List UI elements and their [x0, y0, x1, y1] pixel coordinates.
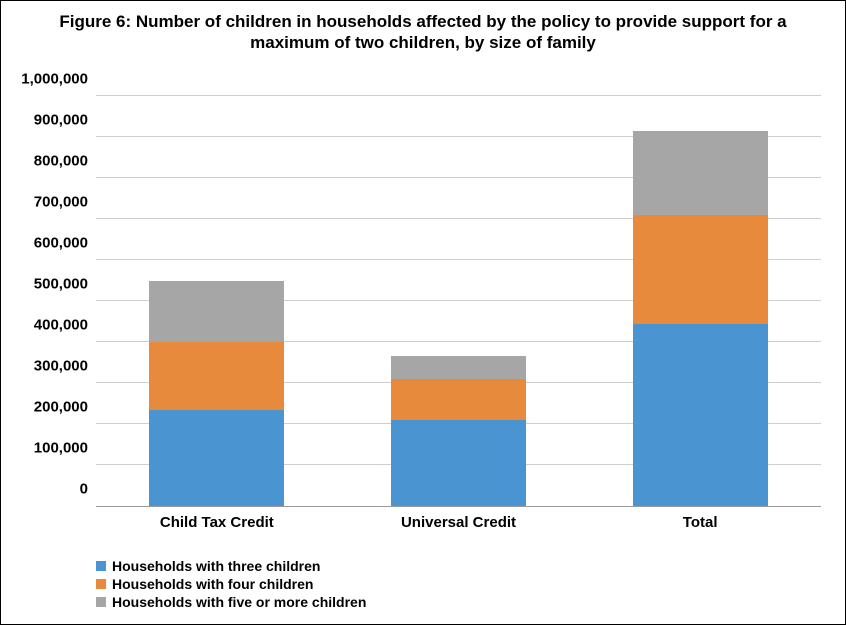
legend-item: Households with four children [96, 576, 366, 592]
bar-segment [633, 215, 768, 324]
x-category-label: Universal Credit [401, 506, 516, 531]
x-category-label: Child Tax Credit [160, 506, 274, 531]
y-tick-label: 900,000 [34, 112, 96, 129]
y-tick-label: 700,000 [34, 194, 96, 211]
legend-swatch [96, 561, 106, 571]
bar-segment [149, 342, 284, 410]
legend: Households with three children Households… [96, 558, 366, 612]
x-category-label: Total [683, 506, 718, 531]
bar-segment [391, 356, 526, 379]
bar-segment [633, 324, 768, 506]
legend-label: Households with four children [112, 576, 313, 592]
legend-swatch [96, 597, 106, 607]
bars-layer [96, 96, 821, 506]
y-tick-label: 100,000 [34, 440, 96, 457]
legend-label: Households with five or more children [112, 594, 366, 610]
legend-item: Households with three children [96, 558, 366, 574]
bar-segment [391, 379, 526, 420]
bar-segment [149, 281, 284, 343]
y-tick-label: 0 [80, 481, 96, 498]
bar-segment [633, 131, 768, 215]
y-tick-label: 800,000 [34, 153, 96, 170]
y-tick-label: 1,000,000 [21, 71, 96, 88]
y-tick-label: 300,000 [34, 358, 96, 375]
y-tick-label: 600,000 [34, 235, 96, 252]
chart-frame: Figure 6: Number of children in househol… [0, 0, 846, 625]
plot-area: 0100,000200,000300,000400,000500,000600,… [96, 96, 821, 507]
y-tick-label: 200,000 [34, 399, 96, 416]
y-tick-label: 500,000 [34, 276, 96, 293]
legend-item: Households with five or more children [96, 594, 366, 610]
chart-title: Figure 6: Number of children in househol… [1, 11, 845, 54]
bar-segment [391, 420, 526, 506]
legend-label: Households with three children [112, 558, 320, 574]
y-tick-label: 400,000 [34, 317, 96, 334]
legend-swatch [96, 579, 106, 589]
bar-segment [149, 410, 284, 506]
